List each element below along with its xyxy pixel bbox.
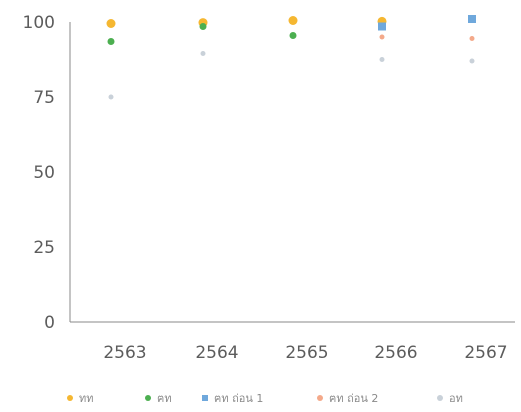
- y-tick-label: 75: [33, 88, 55, 108]
- legend-marker: [437, 395, 443, 401]
- y-tick-label: 25: [33, 238, 55, 258]
- axes: [69, 22, 515, 323]
- legend-label: ทท: [79, 392, 94, 405]
- legend-label: ฅท ถ่อน 2: [329, 392, 378, 405]
- legend: ทท ฅท ฅท ถ่อน 1 ฅท ถ่อน 2 อท: [67, 392, 463, 405]
- data-point-series-2: [107, 38, 115, 45]
- legend-label: อท: [449, 392, 463, 405]
- data-point-series-2: [289, 32, 297, 39]
- y-tick-label: 100: [23, 13, 55, 33]
- x-tick-labels: 2563 2564 2565 2566 2567: [103, 343, 507, 363]
- x-tick-label: 2567: [464, 343, 507, 363]
- legend-label: ฅท: [157, 392, 172, 405]
- x-tick-label: 2563: [103, 343, 146, 363]
- data-point-series-4: [469, 36, 475, 41]
- y-tick-labels: 0 25 50 75 100: [23, 13, 55, 333]
- y-tick-label: 0: [44, 313, 55, 333]
- data-point-series-1: [106, 19, 116, 28]
- data-point-series-4: [379, 34, 385, 40]
- x-tick-label: 2566: [374, 343, 417, 363]
- data-point-series-2: [199, 23, 207, 30]
- data-point-series-1: [288, 16, 298, 25]
- data-points: [106, 15, 476, 100]
- legend-marker: [317, 395, 323, 401]
- y-tick-label: 50: [33, 163, 55, 183]
- x-tick-label: 2565: [285, 343, 328, 363]
- legend-marker: [202, 395, 208, 401]
- data-point-series-5: [379, 57, 385, 62]
- legend-label: ฅท ถ่อน 1: [214, 392, 263, 405]
- data-point-series-5: [108, 94, 114, 100]
- data-point-series-5: [200, 51, 206, 56]
- legend-marker: [67, 395, 73, 401]
- legend-marker: [145, 395, 151, 401]
- data-point-series-3: [468, 15, 476, 23]
- x-tick-label: 2564: [195, 343, 238, 363]
- data-point-series-3: [378, 22, 386, 31]
- data-point-series-5: [469, 58, 475, 64]
